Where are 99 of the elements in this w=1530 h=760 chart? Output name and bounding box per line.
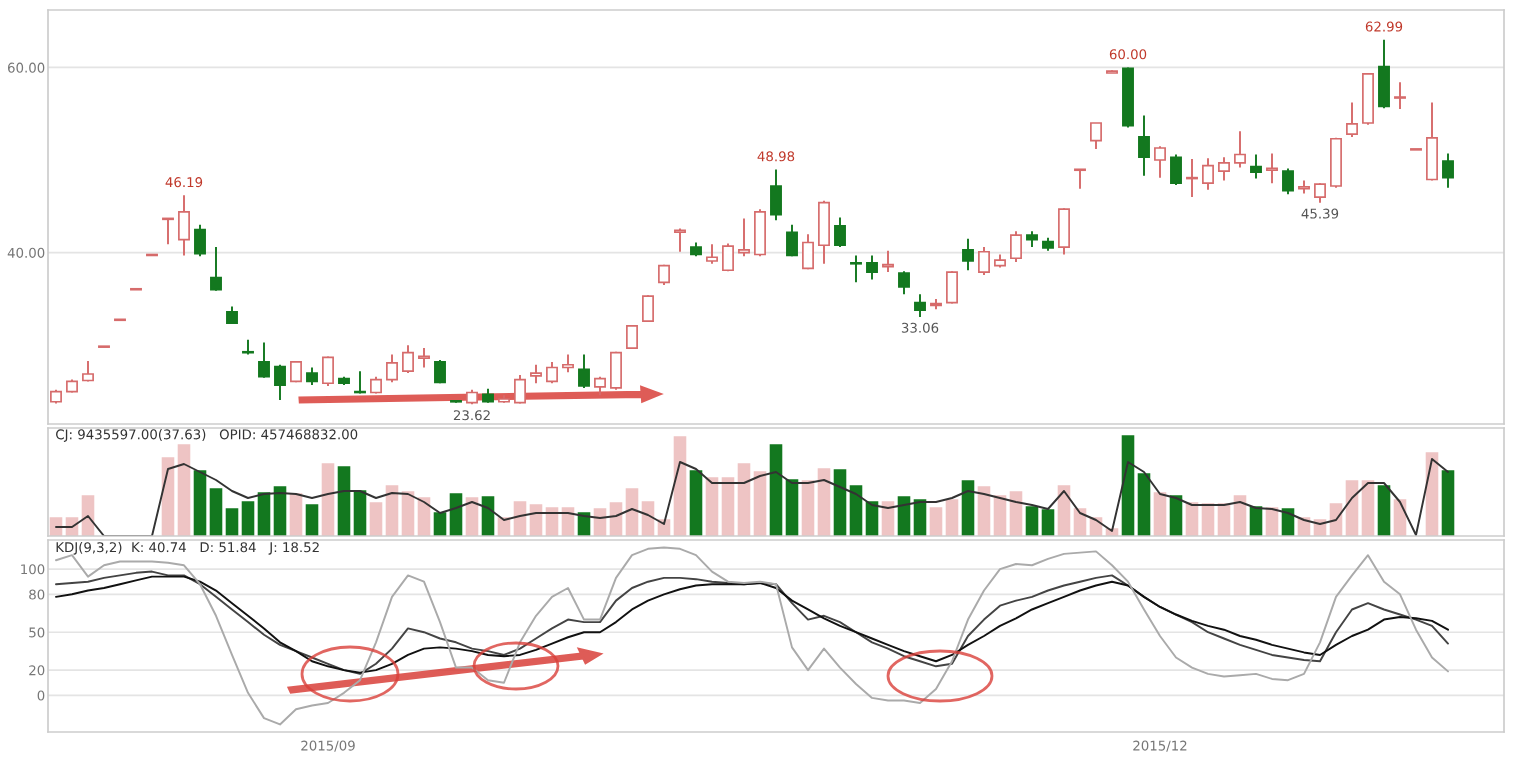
- bar: [929, 507, 943, 536]
- candlestick: [914, 293, 926, 318]
- candlestick: [834, 216, 846, 249]
- bar: [849, 485, 863, 536]
- candlestick: [418, 347, 430, 369]
- candlestick: [754, 208, 766, 258]
- candlestick: [1010, 230, 1022, 263]
- candlestick: [1394, 81, 1406, 111]
- candlestick: [210, 246, 222, 292]
- bar: [433, 512, 447, 536]
- candlestick: [962, 237, 974, 272]
- candlestick: [1218, 156, 1230, 182]
- bar: [321, 463, 335, 536]
- bar: [1153, 492, 1167, 536]
- bar: [369, 502, 383, 536]
- bar: [689, 470, 703, 536]
- candlestick: [946, 270, 958, 305]
- bar: [209, 488, 223, 536]
- candlestick: [786, 223, 798, 258]
- bar: [625, 488, 639, 536]
- bar: [1441, 470, 1455, 536]
- bar: [177, 444, 191, 536]
- candlestick: [178, 194, 190, 257]
- bar: [1361, 480, 1375, 536]
- bar: [273, 486, 287, 536]
- candlestick: [818, 199, 830, 265]
- candlestick: [706, 243, 718, 265]
- candlestick: [322, 355, 334, 387]
- bar: [1041, 509, 1055, 536]
- candlestick: [1266, 152, 1278, 185]
- candlestick: [882, 249, 894, 274]
- candlestick: [1090, 122, 1102, 150]
- candlestick: [1074, 168, 1086, 190]
- candlestick: [594, 375, 606, 397]
- candlestick: [770, 168, 782, 222]
- candlestick: [578, 353, 590, 389]
- bar: [1009, 491, 1023, 536]
- bar: [1025, 506, 1039, 536]
- bar: [721, 477, 735, 536]
- bar: [817, 468, 831, 536]
- candlestick: [674, 227, 686, 253]
- bar: [1121, 435, 1135, 536]
- bar: [337, 466, 351, 536]
- candlestick: [1426, 101, 1438, 182]
- candlestick: [514, 373, 526, 405]
- candlestick: [642, 294, 654, 324]
- bar: [785, 479, 799, 536]
- candlestick: [898, 270, 910, 296]
- bar: [737, 463, 751, 536]
- candlestick: [802, 233, 814, 271]
- candlestick: [402, 344, 414, 375]
- candlestick: [1202, 157, 1214, 191]
- candlestick: [1346, 101, 1358, 138]
- bar: [225, 508, 239, 536]
- bar: [673, 436, 687, 536]
- candlestick: [1442, 152, 1454, 189]
- candlestick: [610, 350, 622, 391]
- candlestick: [978, 246, 990, 276]
- bar: [961, 480, 975, 536]
- candlestick: [1282, 167, 1294, 196]
- candlestick: [722, 242, 734, 273]
- bar: [193, 470, 207, 536]
- bar: [289, 493, 303, 536]
- candlestick: [258, 341, 270, 379]
- candlestick: [1330, 136, 1342, 189]
- candlestick: [194, 223, 206, 258]
- candlestick: [738, 217, 750, 258]
- candlestick: [1250, 153, 1262, 180]
- bar: [353, 490, 367, 536]
- candlestick: [866, 254, 878, 281]
- bar: [705, 477, 719, 536]
- candlestick: [626, 324, 638, 349]
- bar: [401, 491, 415, 536]
- candlestick: [274, 363, 286, 401]
- bar: [1377, 485, 1391, 536]
- bar: [305, 504, 319, 536]
- bar: [769, 444, 783, 536]
- line-series: [55, 546, 1449, 726]
- candlestick: [530, 363, 542, 385]
- bar: [449, 493, 463, 536]
- candlestick: [1378, 38, 1390, 110]
- bar: [385, 485, 399, 536]
- candlestick: [386, 353, 398, 384]
- bar: [945, 499, 959, 536]
- candlestick: [850, 254, 862, 284]
- candlestick: [1154, 145, 1166, 179]
- candlestick: [1138, 114, 1150, 177]
- candlestick: [1170, 153, 1182, 187]
- bar: [1137, 473, 1151, 536]
- bar: [257, 492, 271, 536]
- bar: [753, 471, 767, 536]
- bar: [241, 501, 255, 536]
- bar: [833, 469, 847, 536]
- candlestick: [546, 360, 558, 385]
- bar: [801, 480, 815, 536]
- bar: [977, 486, 991, 536]
- candlestick: [1314, 182, 1326, 204]
- candlestick: [1234, 130, 1246, 169]
- candlestick: [1058, 207, 1070, 256]
